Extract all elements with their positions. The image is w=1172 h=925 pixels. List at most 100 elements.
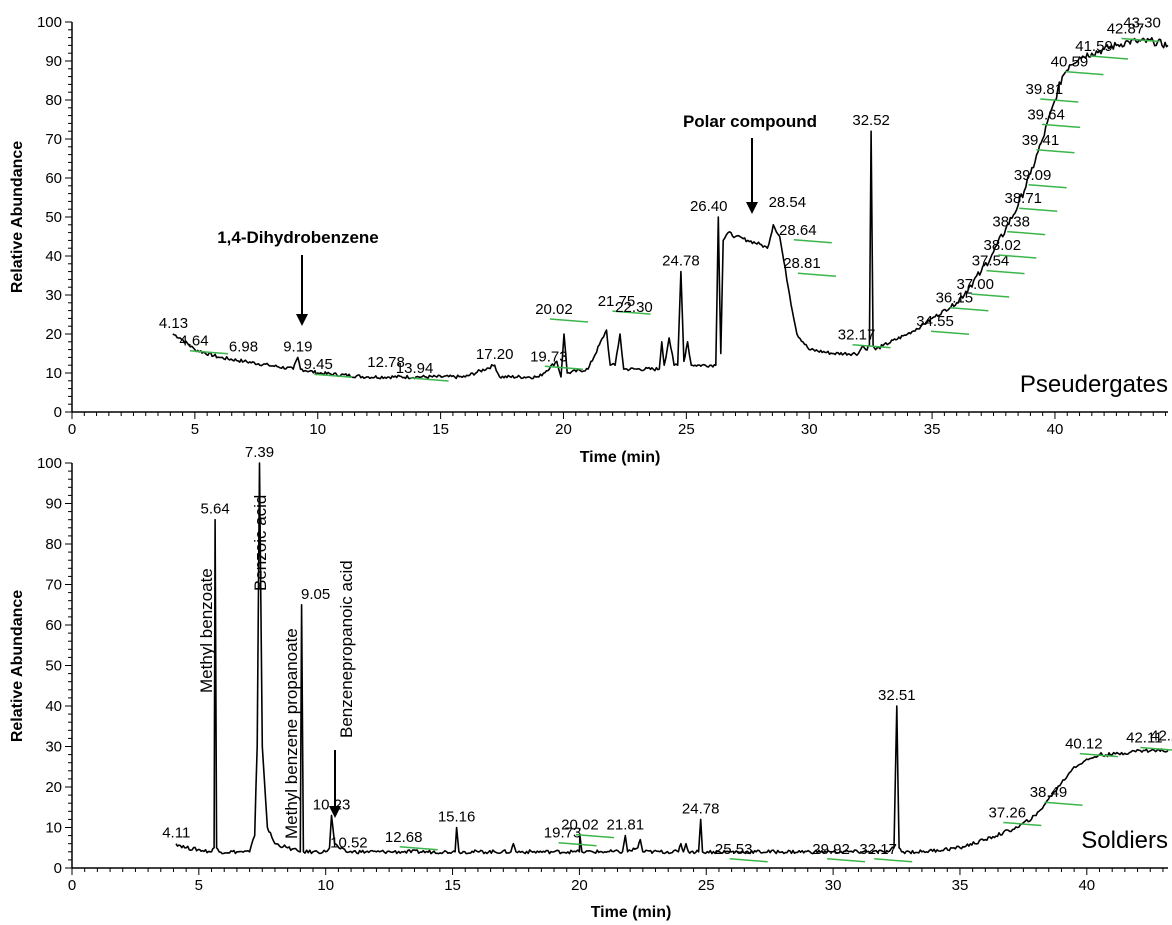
peak-label-leader xyxy=(1036,149,1075,154)
peak-label: 4.13 xyxy=(159,315,188,332)
peak-label-leader xyxy=(549,318,589,323)
peak-label: 38.71 xyxy=(1004,190,1042,207)
peak-label: 40.59 xyxy=(1051,54,1089,71)
peak-label-leader xyxy=(1044,801,1083,806)
peak-label-leader xyxy=(971,293,1010,298)
peak-label: 9.19 xyxy=(283,338,312,355)
peak-label: 42.87 xyxy=(1107,21,1145,38)
peak-label: 28.81 xyxy=(783,255,821,272)
y-tick-label: 40 xyxy=(45,248,62,265)
y-tick-label: 20 xyxy=(45,326,62,343)
peak-label: 21.81 xyxy=(607,817,645,834)
peak-label-leader xyxy=(1140,746,1172,751)
x-tick-label: 15 xyxy=(432,421,449,438)
peak-label-leader xyxy=(1003,821,1042,827)
y-tick-label: 60 xyxy=(45,617,62,634)
x-tick-label: 10 xyxy=(309,421,326,438)
peak-label: 40.12 xyxy=(1065,736,1103,753)
peak-label: 34.55 xyxy=(916,313,954,330)
peak-label: 10.23 xyxy=(313,796,351,813)
y-tick-label: 40 xyxy=(45,698,62,715)
y-tick-label: 80 xyxy=(45,536,62,553)
peak-label: 22.30 xyxy=(615,299,653,316)
y-tick-label: 100 xyxy=(37,14,62,31)
x-tick-label: 0 xyxy=(68,877,76,894)
peak-label: 25.53 xyxy=(715,841,753,858)
peak-label-leader xyxy=(558,841,597,847)
peak-label-leader xyxy=(827,858,866,863)
panel-title: Soldiers xyxy=(1081,827,1168,854)
compound-annotation: Benzenepropanoic acid xyxy=(337,560,356,738)
peak-label: 28.64 xyxy=(779,222,817,239)
peak-label-leader xyxy=(1028,184,1067,189)
peak-label-leader xyxy=(930,330,970,335)
peak-label-leader xyxy=(575,833,614,839)
peak-label: 37.00 xyxy=(956,276,994,293)
peak-label-leader xyxy=(998,254,1037,259)
peak-label: 5.64 xyxy=(200,501,229,518)
peak-label-leader xyxy=(874,858,913,863)
peak-label: 41.59 xyxy=(1075,38,1113,55)
y-tick-label: 100 xyxy=(37,455,62,472)
peak-label-leader xyxy=(1019,207,1058,212)
peak-label: 38.02 xyxy=(984,237,1022,254)
y-tick-label: 70 xyxy=(45,131,62,148)
x-tick-label: 20 xyxy=(571,877,588,894)
chromatogram-trace xyxy=(175,462,1169,855)
y-tick-label: 60 xyxy=(45,170,62,187)
x-tick-label: 25 xyxy=(698,877,715,894)
peak-label: 42.29 xyxy=(1150,728,1172,745)
chart-panel-1: 0 5 10 15 20 25 30 35 40 0 10 20 30 40 50 60 70 80 90 100 Ti… xyxy=(9,14,1169,466)
peak-label: 6.98 xyxy=(229,338,258,355)
peak-label-leader xyxy=(852,343,891,349)
peak-label: 36.15 xyxy=(936,290,974,307)
x-axis-title: Time (min) xyxy=(580,449,661,466)
y-tick-label: 50 xyxy=(45,209,62,226)
compound-annotation: 1,4-Dihydrobenzene xyxy=(217,228,379,247)
peak-label: 4.64 xyxy=(179,333,208,350)
peak-label: 13.94 xyxy=(396,360,434,377)
y-tick-label: 10 xyxy=(45,820,62,837)
y-tick-label: 50 xyxy=(45,658,62,675)
compound-annotation: Methyl benzoate xyxy=(197,568,216,693)
x-tick-label: 10 xyxy=(317,877,334,894)
y-axis-title: Relative Abundance xyxy=(9,141,26,293)
peak-label: 15.16 xyxy=(438,809,476,826)
peak-label: 4.11 xyxy=(162,825,190,842)
peak-label-leader xyxy=(729,858,768,863)
x-tick-label: 30 xyxy=(801,421,818,438)
peak-label: 7.39 xyxy=(245,444,274,461)
y-tick-label: 10 xyxy=(45,365,62,382)
peak-label-leader xyxy=(1007,230,1046,236)
chart-panel-2: 0 5 10 15 20 25 30 35 40 0 10 20 30 40 50 60 70 80 90 100 Ti… xyxy=(9,444,1172,921)
y-axis-title: Relative Abundance xyxy=(9,590,26,742)
x-tick-label: 0 xyxy=(68,421,76,438)
compound-annotation: Polar compound xyxy=(683,112,817,131)
y-tick-label: 0 xyxy=(54,860,62,877)
peak-label: 38.49 xyxy=(1030,784,1068,801)
compound-annotation: Methyl benzene propanoate xyxy=(282,628,301,839)
y-tick-label: 20 xyxy=(45,779,62,796)
peak-label: 12.68 xyxy=(385,829,423,846)
peak-label: 9.05 xyxy=(301,586,330,603)
peak-label-leader xyxy=(1042,123,1081,129)
x-tick-label: 35 xyxy=(952,877,969,894)
peak-label: 42.11 xyxy=(1126,730,1162,747)
annotation-arrow-head xyxy=(746,202,758,214)
y-tick-label: 0 xyxy=(54,404,62,421)
peak-label: 21.75 xyxy=(598,293,636,310)
x-tick-label: 30 xyxy=(825,877,842,894)
peak-label-leader xyxy=(544,365,583,371)
y-tick-label: 30 xyxy=(45,739,62,756)
peak-label: 32.17 xyxy=(859,841,897,858)
x-tick-label: 5 xyxy=(191,421,199,438)
peak-label: 20.02 xyxy=(535,301,573,318)
peak-label-leader xyxy=(986,269,1025,275)
peak-label: 9.45 xyxy=(304,356,333,373)
peak-label-leader xyxy=(950,306,989,312)
y-tick-label: 30 xyxy=(45,287,62,304)
y-tick-label: 90 xyxy=(45,496,62,513)
peak-label: 32.52 xyxy=(852,112,890,129)
